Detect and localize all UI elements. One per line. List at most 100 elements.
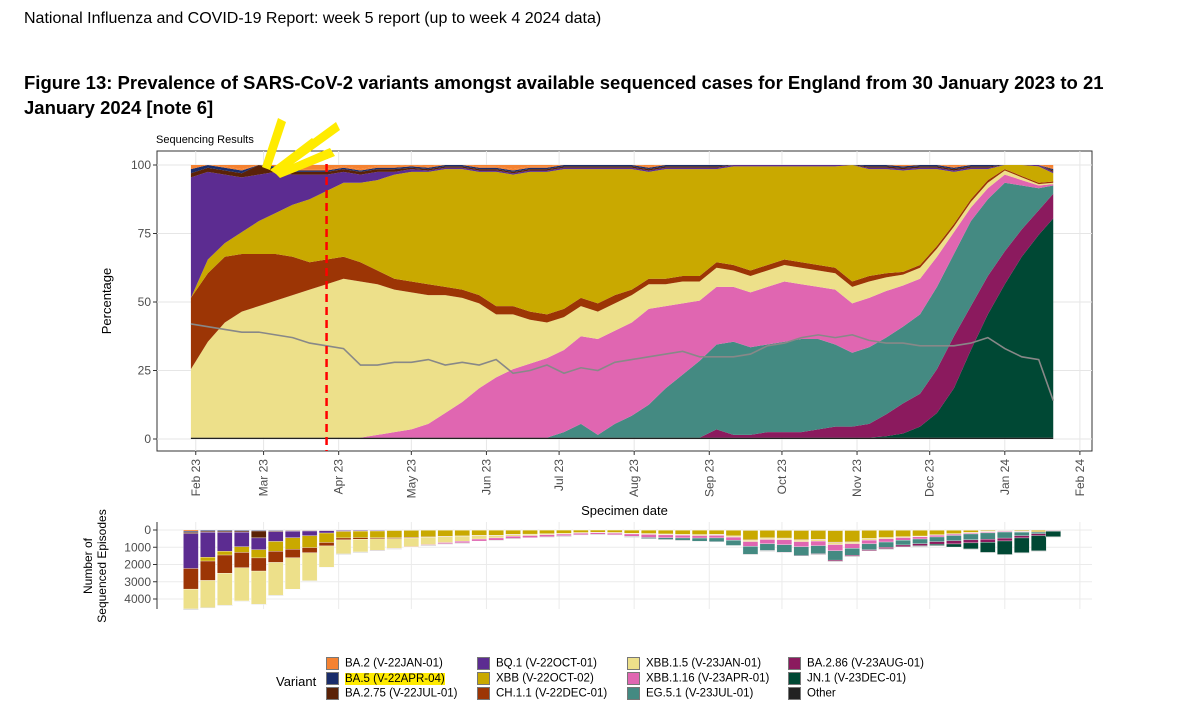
episode-bar-segment	[200, 560, 216, 581]
episode-bar-segment	[827, 544, 843, 551]
legend-item: BQ.1 (V-22OCT-01)	[477, 657, 597, 671]
episode-bar-segment	[318, 545, 335, 568]
episode-bar-segment	[522, 530, 538, 535]
episode-bar-segment	[708, 537, 725, 542]
episode-bar-segment	[251, 557, 267, 572]
episode-bar-segment	[929, 543, 945, 546]
legend-item: XBB.1.16 (V-23APR-01)	[627, 672, 769, 686]
legend-item: CH.1.1 (V-22DEC-01)	[477, 687, 607, 701]
episode-bar-segment	[234, 546, 250, 553]
series-line	[190, 323, 1054, 401]
legend-label: BA.5 (V-22APR-04)	[345, 672, 445, 685]
episode-bar-segment	[641, 537, 657, 539]
episode-bar-segment	[844, 548, 860, 556]
episode-bar-segment	[284, 531, 301, 538]
episode-bar-segment	[980, 539, 996, 543]
episode-bar-segment	[861, 530, 877, 539]
x-tick-label: Oct 23	[775, 459, 789, 495]
episode-bar-segment	[742, 541, 759, 547]
x-tick-label: Sep 23	[702, 459, 716, 497]
area-series	[190, 165, 1054, 171]
area-series	[190, 165, 1054, 178]
episode-bar-segment	[980, 532, 996, 540]
episode-bar-segment	[624, 533, 640, 537]
episode-bar-segment	[284, 557, 301, 590]
episode-bar-segment	[810, 545, 826, 554]
episode-bar-segment	[810, 539, 826, 542]
episode-bar-segment	[946, 540, 962, 545]
episode-bar-segment	[827, 530, 843, 543]
episode-bar-segment	[946, 543, 962, 548]
y-tick-label: 75	[138, 227, 152, 241]
legend-item: EG.5.1 (V-23JUL-01)	[627, 687, 753, 701]
episode-bar-segment	[997, 531, 1013, 539]
episode-bar-segment	[251, 570, 267, 605]
episode-bar-segment	[725, 530, 742, 537]
episode-bar-segment	[183, 568, 199, 590]
episode-bar-segment	[318, 542, 335, 547]
episode-bar-segment	[844, 542, 860, 544]
episode-bar-segment	[505, 530, 521, 535]
episode-bar-segment	[403, 537, 419, 547]
area-series	[190, 165, 1054, 298]
legend-label: BA.2.75 (V-22JUL-01)	[345, 687, 458, 700]
legend-swatch	[326, 687, 339, 700]
episode-bar-segment	[929, 536, 945, 542]
legend-label: Other	[807, 687, 836, 700]
episode-bar-segment	[437, 530, 453, 537]
legend-swatch	[788, 687, 801, 700]
episode-bar-segment	[200, 557, 216, 562]
episode-bar-segment	[674, 530, 691, 535]
episode-bar-segment	[335, 531, 352, 539]
episode-bar-segment	[437, 542, 453, 544]
episode-bar-segment	[878, 541, 894, 548]
episode-bar-segment	[810, 540, 826, 546]
x-tick-label: Jul 23	[552, 459, 566, 491]
episode-bar-segment	[997, 537, 1013, 542]
legend-swatch	[326, 657, 339, 670]
x-tick-label: Jan 24	[998, 459, 1012, 495]
legend-title: Variant	[276, 674, 317, 689]
episode-bar-segment	[725, 540, 742, 546]
episode-bar-segment	[251, 549, 267, 559]
episode-bar-segment	[946, 530, 962, 534]
episode-bar-segment	[827, 550, 843, 561]
episode-bar-segment	[471, 530, 487, 536]
episode-bar-segment	[454, 536, 470, 542]
report-title: National Influenza and COVID-19 Report: …	[24, 10, 602, 27]
episode-bar-segment	[759, 543, 776, 551]
episode-bar-segment	[963, 542, 979, 550]
x-tick-label: Dec 23	[923, 459, 937, 497]
episode-bar-segment	[895, 544, 911, 548]
episode-bar-segment	[1031, 531, 1047, 534]
legend-swatch	[627, 687, 640, 700]
episode-bar-segment	[539, 529, 555, 534]
legend-label: XBB.1.5 (V-23JAN-01)	[646, 657, 762, 670]
episode-bar-segment	[759, 538, 776, 540]
episode-bar-segment	[352, 539, 369, 553]
bar-y-tick-label: 3000	[124, 575, 151, 589]
y-tick-label: 100	[131, 158, 151, 172]
episode-bar-segment	[742, 539, 759, 542]
episode-bar-segment	[624, 529, 640, 534]
legend-item: BA.2.86 (V-23AUG-01)	[788, 657, 924, 671]
episode-bar-segment	[183, 533, 199, 569]
legend-swatch	[477, 657, 490, 670]
episode-bar-segment	[200, 531, 216, 533]
legend-item: Other	[788, 687, 836, 701]
area-series	[190, 165, 1054, 174]
episode-bar-segment	[878, 530, 894, 538]
episode-bar-segment	[420, 530, 436, 537]
area-series	[190, 437, 1054, 439]
episode-bar-segment	[725, 536, 742, 541]
episode-bar-segment	[1014, 537, 1030, 553]
episode-bar-segment	[335, 537, 352, 541]
episode-bar-segment	[268, 541, 284, 552]
episode-bar-segment	[691, 535, 708, 539]
episode-bar-segment	[946, 533, 962, 536]
legend-label: XBB.1.16 (V-23APR-01)	[646, 672, 770, 685]
x-tick-label: Jun 23	[479, 459, 493, 495]
y-tick-label: 0	[144, 432, 151, 446]
episode-bar-segment	[895, 537, 911, 541]
episode-bar-segment	[488, 537, 504, 541]
